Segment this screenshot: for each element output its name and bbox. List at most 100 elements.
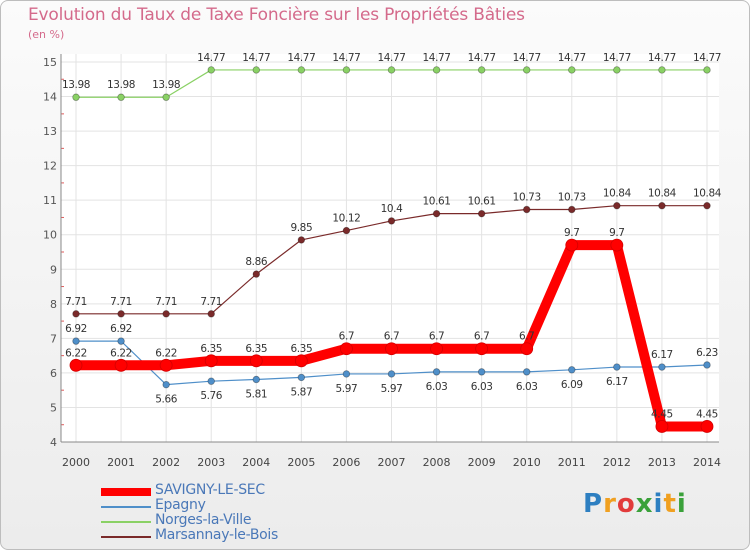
data-point bbox=[117, 337, 125, 345]
data-point bbox=[523, 205, 531, 214]
data-point bbox=[297, 66, 306, 74]
x-tick-label: 2006 bbox=[332, 456, 360, 469]
legend-label: SAVIGNY-LE-SEC bbox=[155, 482, 265, 498]
data-point bbox=[385, 342, 398, 356]
data-point bbox=[568, 205, 576, 214]
data-point bbox=[252, 66, 260, 74]
y-tick-label: 4 bbox=[50, 436, 57, 449]
data-label: 6.35 bbox=[245, 343, 267, 355]
x-tick-label: 2012 bbox=[603, 456, 631, 469]
data-point bbox=[72, 310, 80, 318]
x-tick-label: 2014 bbox=[693, 456, 721, 469]
data-label: 4.45 bbox=[651, 408, 673, 420]
data-point bbox=[69, 358, 83, 372]
logo-letter: i bbox=[676, 489, 687, 519]
legend-label: Norges-la-Ville bbox=[155, 512, 252, 528]
data-label: 6.7 bbox=[339, 331, 355, 343]
data-point bbox=[655, 420, 669, 433]
data-label: 10.61 bbox=[468, 196, 496, 208]
data-point bbox=[477, 368, 486, 376]
x-tick-label: 2010 bbox=[513, 456, 541, 469]
x-tick-label: 2005 bbox=[287, 456, 315, 469]
legend-swatch bbox=[101, 488, 151, 496]
data-label: 5.97 bbox=[381, 383, 403, 395]
data-label: 6.09 bbox=[561, 379, 583, 391]
data-point bbox=[565, 238, 579, 252]
y-axis-unit: (en %) bbox=[28, 28, 65, 41]
data-label: 10.4 bbox=[381, 203, 403, 215]
y-tick-label: 5 bbox=[50, 401, 57, 414]
data-label: 14.77 bbox=[377, 52, 405, 64]
x-tick-label: 2013 bbox=[648, 456, 676, 469]
x-tick-label: 2008 bbox=[423, 456, 451, 469]
data-label: 14.77 bbox=[648, 52, 676, 64]
data-label: 6.17 bbox=[606, 376, 628, 388]
data-label: 6.23 bbox=[696, 347, 718, 359]
data-point bbox=[703, 361, 711, 369]
data-label: 7.71 bbox=[65, 296, 87, 308]
data-point bbox=[162, 93, 170, 101]
data-label: 10.84 bbox=[603, 188, 632, 200]
data-point bbox=[430, 342, 443, 356]
data-point bbox=[162, 380, 170, 389]
data-point bbox=[613, 202, 621, 210]
y-tick-label: 15 bbox=[43, 56, 57, 69]
data-label: 6.92 bbox=[110, 323, 132, 335]
y-tick-label: 9 bbox=[50, 263, 57, 276]
data-label: 10.73 bbox=[513, 192, 541, 204]
data-label: 6.22 bbox=[110, 347, 132, 359]
data-label: 6.92 bbox=[65, 323, 87, 335]
y-tick-label: 11 bbox=[43, 194, 57, 207]
data-label: 4.45 bbox=[696, 408, 718, 420]
data-point bbox=[613, 363, 621, 371]
data-label: 6.35 bbox=[200, 343, 222, 355]
data-point bbox=[340, 342, 353, 356]
data-label: 7.71 bbox=[110, 296, 132, 308]
data-label: 13.98 bbox=[62, 79, 90, 91]
x-tick-label: 2007 bbox=[378, 456, 406, 469]
data-point bbox=[432, 209, 441, 218]
y-tick-label: 6 bbox=[50, 367, 57, 380]
data-point bbox=[703, 66, 711, 74]
data-label: 10.73 bbox=[558, 192, 586, 204]
logo-letter: x bbox=[635, 489, 654, 519]
data-label: 6.7 bbox=[384, 331, 400, 343]
logo-letter: r bbox=[603, 489, 617, 519]
y-tick-label: 13 bbox=[43, 125, 57, 138]
data-label: 9.85 bbox=[290, 222, 312, 234]
data-point bbox=[162, 310, 170, 318]
data-point bbox=[568, 366, 576, 374]
data-point bbox=[568, 66, 576, 74]
y-tick-label: 12 bbox=[43, 160, 57, 173]
data-point bbox=[159, 358, 173, 372]
data-label: 5.87 bbox=[290, 386, 312, 398]
data-point bbox=[387, 217, 396, 225]
logo-letter: i bbox=[653, 489, 664, 519]
data-label: 14.77 bbox=[558, 52, 586, 64]
data-label: 5.66 bbox=[155, 394, 177, 406]
data-point bbox=[72, 337, 80, 345]
data-label: 6.7 bbox=[474, 331, 490, 343]
data-label: 14.77 bbox=[513, 52, 541, 64]
chart-title: Evolution du Taux de Taxe Foncière sur l… bbox=[28, 5, 525, 25]
data-point bbox=[387, 370, 396, 378]
x-tick-label: 2004 bbox=[242, 456, 270, 469]
data-label: 6.35 bbox=[290, 343, 312, 355]
data-point bbox=[249, 354, 263, 368]
data-label: 7.71 bbox=[155, 296, 177, 308]
data-point bbox=[700, 420, 714, 433]
data-label: 9.7 bbox=[609, 227, 625, 239]
data-point bbox=[477, 66, 486, 74]
data-label: 10.12 bbox=[332, 213, 360, 225]
data-point bbox=[342, 66, 351, 74]
data-label: 13.98 bbox=[152, 79, 180, 91]
legend-swatch bbox=[101, 536, 151, 538]
data-label: 6.22 bbox=[65, 347, 87, 359]
data-label: 7.71 bbox=[200, 296, 222, 308]
data-label: 14.77 bbox=[197, 52, 225, 64]
x-tick-label: 2002 bbox=[152, 456, 180, 469]
data-label: 14.77 bbox=[693, 52, 721, 64]
data-point bbox=[523, 368, 531, 376]
data-point bbox=[658, 363, 666, 371]
y-tick-label: 7 bbox=[50, 332, 57, 345]
